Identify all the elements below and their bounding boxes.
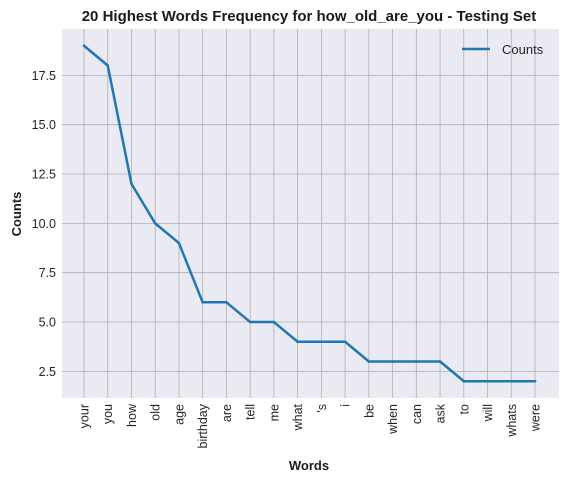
legend: Counts bbox=[462, 42, 544, 57]
data-point bbox=[272, 320, 276, 324]
x-tick-label: i bbox=[339, 404, 353, 407]
x-tick-label: you bbox=[101, 404, 115, 424]
x-tick-label: are bbox=[220, 404, 234, 422]
data-point bbox=[153, 222, 157, 225]
data-point bbox=[367, 360, 371, 363]
y-tick-label: 17.5 bbox=[32, 69, 56, 83]
y-tick-label: 2.5 bbox=[39, 365, 56, 379]
data-point bbox=[106, 64, 110, 67]
data-point bbox=[225, 300, 228, 304]
x-tick-label: birthday bbox=[196, 403, 210, 448]
data-point bbox=[533, 379, 537, 383]
data-point bbox=[82, 44, 86, 48]
legend-label: Counts bbox=[502, 42, 544, 57]
x-tick-label: whats bbox=[505, 404, 519, 438]
y-tick-label: 15.0 bbox=[32, 118, 56, 132]
x-tick-label: when bbox=[386, 404, 400, 435]
data-point bbox=[320, 340, 323, 344]
x-tick-label: will bbox=[481, 404, 495, 422]
x-axis-title: Words bbox=[289, 458, 329, 473]
x-tick-label: be bbox=[362, 404, 376, 418]
data-point bbox=[509, 379, 513, 383]
data-point bbox=[296, 340, 299, 344]
data-point bbox=[415, 360, 418, 363]
x-tick-label: ask bbox=[434, 403, 448, 423]
y-axis-title: Counts bbox=[9, 192, 24, 237]
data-point bbox=[486, 379, 489, 383]
series-layer bbox=[82, 44, 537, 383]
series-line bbox=[82, 44, 537, 383]
y-axis-ticks: 2.5 5.0 7.5 10.0 12.5 15.0 17.5 bbox=[32, 69, 56, 379]
x-tick-label: can bbox=[410, 404, 424, 424]
data-point bbox=[201, 300, 204, 304]
chart-title: 20 Highest Words Frequency for how_old_a… bbox=[82, 8, 537, 25]
plot-area bbox=[62, 29, 559, 398]
x-tick-label: me bbox=[267, 404, 281, 421]
x-tick-label: how bbox=[125, 403, 139, 427]
y-tick-label: 7.5 bbox=[39, 266, 56, 280]
x-tick-label: 's bbox=[315, 404, 329, 413]
grid-lines bbox=[62, 29, 559, 398]
y-tick-label: 10.0 bbox=[32, 217, 56, 231]
x-tick-label: old bbox=[149, 404, 163, 421]
x-tick-label: age bbox=[172, 404, 186, 425]
x-tick-label: to bbox=[457, 404, 471, 414]
x-tick-label: what bbox=[291, 403, 305, 431]
x-tick-label: tell bbox=[244, 404, 258, 420]
y-tick-label: 5.0 bbox=[39, 316, 56, 330]
y-tick-label: 12.5 bbox=[32, 168, 56, 182]
data-point bbox=[438, 360, 442, 363]
data-point bbox=[248, 320, 252, 324]
data-point bbox=[130, 182, 133, 186]
x-axis-ticks: your you how old age birthday are tell me what 's i… bbox=[78, 403, 543, 448]
x-tick-label: were bbox=[529, 404, 543, 432]
data-point bbox=[343, 340, 347, 344]
data-point bbox=[391, 360, 394, 363]
x-tick-label: your bbox=[78, 404, 92, 428]
data-point bbox=[462, 379, 466, 383]
data-point bbox=[177, 241, 181, 245]
